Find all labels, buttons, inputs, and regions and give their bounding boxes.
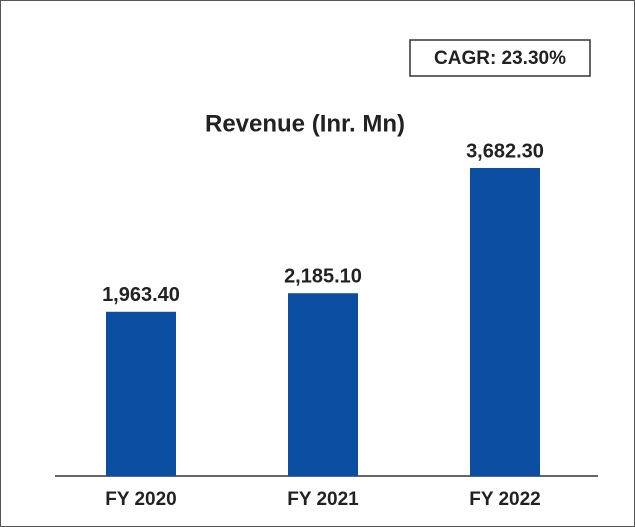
value-label: 3,682.30	[466, 140, 544, 162]
x-tick-label: FY 2020	[105, 489, 176, 510]
value-label: 2,185.10	[284, 266, 362, 288]
bar	[288, 293, 358, 476]
annotation-box	[409, 39, 591, 77]
value-label: 1,963.40	[102, 284, 180, 306]
x-tick-label: FY 2021	[287, 489, 359, 510]
bar	[470, 168, 540, 476]
x-tick-label: FY 2022	[469, 489, 540, 510]
annotation: CAGR: 23.30%	[434, 48, 566, 69]
chart-title: Revenue (Inr. Mn)	[205, 110, 405, 137]
bar	[106, 311, 176, 476]
